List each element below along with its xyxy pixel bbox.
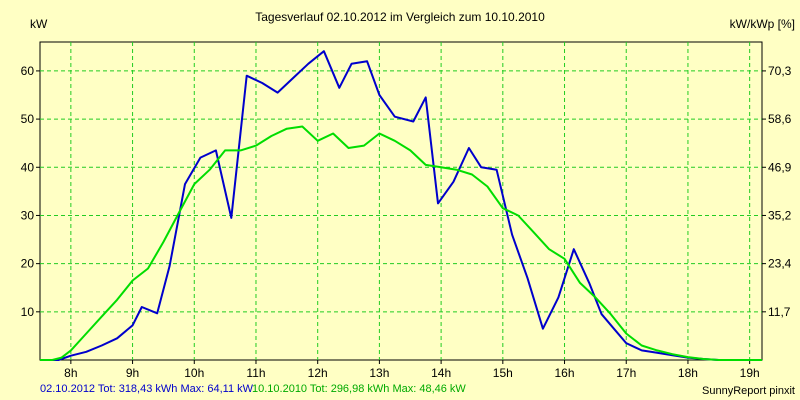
- x-tick-label: 15h: [493, 366, 513, 380]
- y-tick-label-right: 35,2: [768, 208, 792, 222]
- x-tick-label: 16h: [555, 366, 575, 380]
- y-tick-label-right: 46,9: [768, 160, 792, 174]
- y-tick-label-left: 30: [21, 208, 35, 222]
- y-tick-label-left: 50: [21, 112, 35, 126]
- x-tick-label: 11h: [246, 366, 265, 380]
- y-axis-unit-left: kW: [30, 17, 48, 31]
- y-tick-label-right: 70,3: [768, 64, 792, 78]
- footer-credit: SunnyReport pinxit: [702, 385, 795, 397]
- series-2012-line: [40, 50, 762, 361]
- y-axis-unit-right: kW/kWp [%]: [730, 17, 795, 31]
- x-tick-label: 10h: [184, 366, 204, 380]
- x-tick-label: 18h: [678, 366, 698, 380]
- series-2010-line: [40, 125, 762, 361]
- y-tick-label-left: 40: [21, 160, 35, 174]
- x-tick-label: 9h: [126, 366, 139, 380]
- footer-series-2012-summary: 02.10.2012 Tot: 318,43 kWh Max: 64,11 kW: [40, 383, 254, 395]
- x-tick-label: 17h: [616, 366, 636, 380]
- series-layer: [40, 50, 762, 361]
- footer-series-2010-summary: 10.10.2010 Tot: 296,98 kWh Max: 48,46 kW: [252, 383, 466, 395]
- chart-title: Tagesverlauf 02.10.2012 im Vergleich zum…: [255, 10, 545, 24]
- y-tick-label-left: 60: [21, 64, 35, 78]
- x-tick-label: 12h: [308, 366, 328, 380]
- x-tick-label: 14h: [431, 366, 451, 380]
- y-tick-label-right: 11,7: [768, 305, 791, 319]
- axis-tick-labels: 8h 9h 10h 11h 12h 13h 14h 15h 16h 17h 18h 19h 10 20 30…: [21, 64, 792, 380]
- y-tick-label-right: 23,4: [768, 257, 792, 271]
- y-tick-label-left: 10: [21, 305, 35, 319]
- plot-area: [39, 41, 763, 361]
- x-tick-label: 13h: [369, 366, 389, 380]
- x-tick-label: 19h: [740, 366, 760, 380]
- y-tick-label-left: 20: [21, 257, 35, 271]
- x-tick-label: 8h: [64, 366, 77, 380]
- y-tick-label-right: 58,6: [768, 112, 792, 126]
